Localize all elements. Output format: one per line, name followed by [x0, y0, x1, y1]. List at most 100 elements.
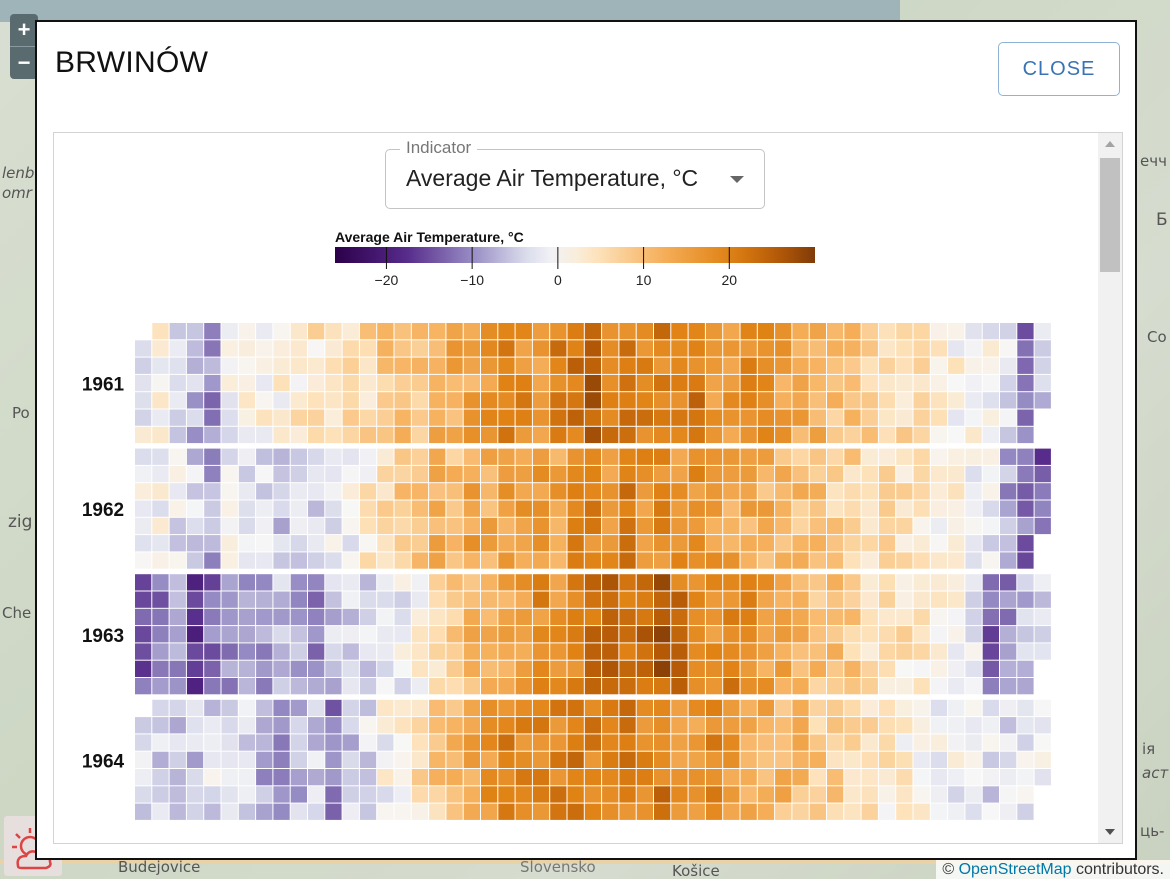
heatmap-cell[interactable]: [844, 426, 861, 444]
heatmap-cell[interactable]: [913, 626, 930, 643]
heatmap-cell[interactable]: [982, 591, 999, 608]
heatmap-cell[interactable]: [844, 717, 861, 734]
heatmap-cell[interactable]: [152, 392, 169, 409]
heatmap-cell[interactable]: [948, 500, 965, 517]
heatmap-cell[interactable]: [498, 465, 515, 483]
heatmap-cell[interactable]: [481, 786, 498, 803]
heatmap-cell[interactable]: [809, 751, 826, 768]
heatmap-cell[interactable]: [878, 699, 896, 717]
heatmap-cell[interactable]: [619, 608, 636, 626]
heatmap-cell[interactable]: [152, 643, 169, 660]
heatmap-cell[interactable]: [238, 517, 256, 535]
heatmap-cell[interactable]: [1000, 626, 1017, 643]
heatmap-cell[interactable]: [913, 803, 930, 820]
heatmap-cell[interactable]: [169, 660, 186, 677]
heatmap-cell[interactable]: [878, 500, 896, 517]
heatmap-cell[interactable]: [705, 340, 723, 357]
heatmap-cell[interactable]: [948, 717, 965, 734]
heatmap-cell[interactable]: [411, 786, 429, 803]
heatmap-cell[interactable]: [359, 699, 377, 717]
heatmap-cell[interactable]: [186, 500, 204, 517]
heatmap-cell[interactable]: [411, 552, 429, 569]
heatmap-cell[interactable]: [532, 591, 550, 608]
heatmap-cell[interactable]: [256, 483, 273, 500]
heatmap-cell[interactable]: [135, 500, 152, 517]
heatmap-cell[interactable]: [1017, 357, 1034, 374]
heatmap-cell[interactable]: [550, 626, 567, 643]
heatmap-cell[interactable]: [688, 448, 705, 465]
heatmap-cell[interactable]: [446, 357, 463, 374]
heatmap-cell[interactable]: [342, 699, 359, 717]
heatmap-cell[interactable]: [861, 643, 878, 660]
heatmap-cell[interactable]: [377, 483, 394, 500]
heatmap-cell[interactable]: [1034, 717, 1051, 734]
heatmap-cell[interactable]: [377, 574, 394, 591]
heatmap-cell[interactable]: [982, 803, 999, 820]
heatmap-cell[interactable]: [532, 409, 550, 426]
heatmap-cell[interactable]: [446, 465, 463, 483]
heatmap-cell[interactable]: [636, 660, 653, 677]
heatmap-cell[interactable]: [913, 678, 930, 695]
heatmap-cell[interactable]: [809, 517, 826, 535]
heatmap-cell[interactable]: [221, 591, 238, 608]
heatmap-cell[interactable]: [982, 517, 999, 535]
heatmap-cell[interactable]: [186, 751, 204, 768]
heatmap-cell[interactable]: [550, 591, 567, 608]
heatmap-cell[interactable]: [532, 660, 550, 677]
heatmap-cell[interactable]: [636, 734, 653, 751]
heatmap-cell[interactable]: [1034, 751, 1051, 768]
heatmap-cell[interactable]: [775, 751, 792, 768]
heatmap-cell[interactable]: [481, 608, 498, 626]
heatmap-cell[interactable]: [273, 591, 290, 608]
heatmap-cell[interactable]: [290, 803, 307, 820]
heatmap-cell[interactable]: [1000, 591, 1017, 608]
heatmap-cell[interactable]: [204, 535, 221, 552]
heatmap-cell[interactable]: [636, 517, 653, 535]
heatmap-cell[interactable]: [636, 374, 653, 392]
heatmap-cell[interactable]: [394, 786, 411, 803]
heatmap-cell[interactable]: [186, 340, 204, 357]
heatmap-cell[interactable]: [290, 409, 307, 426]
heatmap-cell[interactable]: [930, 786, 948, 803]
heatmap-cell[interactable]: [584, 483, 602, 500]
heatmap-cell[interactable]: [827, 426, 844, 444]
heatmap-cell[interactable]: [377, 465, 394, 483]
heatmap-cell[interactable]: [913, 426, 930, 444]
heatmap-cell[interactable]: [636, 643, 653, 660]
heatmap-cell[interactable]: [550, 751, 567, 768]
scroll-down-arrow-icon[interactable]: [1105, 829, 1115, 835]
heatmap-cell[interactable]: [878, 591, 896, 608]
heatmap-cell[interactable]: [913, 643, 930, 660]
heatmap-cell[interactable]: [532, 357, 550, 374]
heatmap-cell[interactable]: [584, 448, 602, 465]
heatmap-cell[interactable]: [567, 660, 584, 677]
heatmap-cell[interactable]: [394, 535, 411, 552]
heatmap-cell[interactable]: [550, 357, 567, 374]
heatmap-cell[interactable]: [792, 751, 809, 768]
heatmap-cell[interactable]: [930, 448, 948, 465]
heatmap-cell[interactable]: [913, 483, 930, 500]
heatmap-cell[interactable]: [775, 340, 792, 357]
heatmap-cell[interactable]: [325, 535, 342, 552]
heatmap-cell[interactable]: [359, 465, 377, 483]
heatmap-cell[interactable]: [636, 426, 653, 444]
heatmap-cell[interactable]: [705, 734, 723, 751]
heatmap-cell[interactable]: [204, 803, 221, 820]
heatmap-cell[interactable]: [740, 769, 757, 786]
heatmap-cell[interactable]: [498, 591, 515, 608]
heatmap-cell[interactable]: [273, 626, 290, 643]
heatmap-cell[interactable]: [273, 426, 290, 444]
heatmap-cell[interactable]: [411, 409, 429, 426]
heatmap-cell[interactable]: [463, 552, 480, 569]
heatmap-cell[interactable]: [757, 483, 775, 500]
heatmap-cell[interactable]: [135, 803, 152, 820]
heatmap-cell[interactable]: [844, 699, 861, 717]
heatmap-cell[interactable]: [757, 535, 775, 552]
heatmap-cell[interactable]: [654, 803, 671, 820]
heatmap-cell[interactable]: [515, 699, 532, 717]
heatmap-cell[interactable]: [308, 803, 325, 820]
heatmap-cell[interactable]: [238, 608, 256, 626]
heatmap-cell[interactable]: [290, 574, 307, 591]
heatmap-cell[interactable]: [152, 374, 169, 392]
heatmap-cell[interactable]: [273, 517, 290, 535]
